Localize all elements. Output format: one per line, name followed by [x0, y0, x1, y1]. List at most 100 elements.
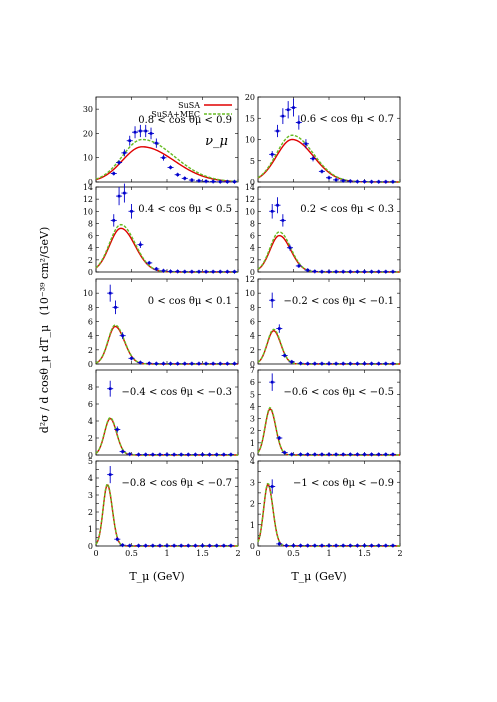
data-point: [158, 544, 162, 547]
y-tick-label: 1: [250, 521, 255, 530]
data-point: [183, 270, 187, 273]
data-point: [377, 180, 380, 184]
data-point: [370, 180, 373, 184]
data-point: [377, 270, 380, 273]
curve-susa-mec: [257, 482, 400, 547]
panel-r2c1: 0 2 4 6 8 10 12 −0.2 < cos θμ < −0.1: [245, 275, 401, 369]
data-point: [391, 453, 395, 456]
x-tick-label: 0.5: [287, 549, 300, 558]
panel-title: −1 < cos θμ < −0.9: [293, 478, 394, 489]
y-tick-label: 0: [250, 268, 255, 277]
data-point: [169, 362, 172, 365]
data-point: [297, 264, 301, 268]
data-point: [155, 267, 158, 271]
data-point: [162, 269, 165, 273]
data-point: [222, 544, 226, 547]
y-tick-label: 2: [250, 500, 255, 509]
data-point: [226, 270, 229, 273]
y-tick-label: 4: [88, 474, 93, 483]
y-tick-label: 2: [88, 256, 93, 265]
data-point: [116, 428, 119, 431]
y-tick-label: 10: [245, 289, 255, 298]
data-point: [162, 156, 165, 160]
data-point: [363, 180, 366, 183]
data-point: [283, 451, 286, 454]
y-axis-label-unit: (10⁻³⁹ cm²/GeV): [38, 227, 51, 316]
data-point: [233, 362, 236, 365]
data-point: [286, 108, 290, 112]
curve-susa: [257, 138, 400, 183]
data-point: [391, 270, 395, 273]
data-point: [155, 141, 158, 145]
data-point: [270, 298, 274, 302]
curve-susa-mec: [95, 324, 238, 365]
panel-frame: [257, 460, 401, 547]
y-tick-label: 4: [250, 457, 255, 466]
data-point: [218, 362, 222, 365]
data-point: [218, 270, 222, 273]
data-point: [201, 453, 204, 456]
data-point: [108, 473, 112, 476]
y-axis-label-main: d²σ / d cosθ_μ dT_μ: [38, 325, 51, 433]
data-point: [194, 544, 197, 547]
data-point: [327, 544, 331, 547]
data-point: [204, 270, 208, 273]
data-point: [311, 157, 315, 160]
y-tick-label: 8: [88, 383, 93, 392]
data-point: [356, 453, 359, 456]
y-tick-label: 4: [88, 417, 93, 426]
y-tick-label: 0: [250, 542, 255, 551]
y-tick-label: 0: [250, 360, 255, 369]
data-point: [169, 166, 172, 169]
y-tick-label: 8: [88, 219, 93, 228]
data-point: [121, 543, 124, 547]
data-point: [391, 180, 395, 184]
x-tick-label: 0: [93, 549, 98, 558]
data-point: [306, 453, 309, 456]
data-point: [211, 362, 215, 365]
y-tick-label: 10: [83, 289, 93, 298]
y-tick-label: 7: [250, 366, 255, 375]
data-point: [320, 170, 324, 173]
neutrino-label: ν_μ: [205, 134, 228, 149]
panel-frame: [95, 278, 239, 365]
data-point: [278, 327, 281, 330]
data-point: [151, 453, 155, 456]
data-point: [179, 453, 183, 456]
x-tick-label: 2: [235, 549, 240, 558]
data-point: [233, 180, 236, 184]
data-point: [278, 436, 281, 440]
panel-title: 0.8 < cos θμ < 0.9: [138, 115, 232, 126]
y-tick-label: 10: [83, 207, 93, 216]
panel-title: 0.6 < cos θμ < 0.7: [300, 114, 394, 125]
data-point: [384, 362, 388, 365]
y-tick-label: 4: [88, 244, 93, 253]
data-point: [183, 362, 187, 365]
data-point: [292, 544, 295, 547]
data-point: [114, 306, 117, 309]
y-tick-label: 3: [88, 491, 93, 500]
data-point: [123, 191, 126, 195]
data-point: [363, 270, 366, 273]
data-point: [306, 362, 309, 365]
panel-title: 0.4 < cos θμ < 0.5: [138, 204, 232, 215]
data-point: [391, 544, 395, 547]
curve-susa-mec: [257, 406, 400, 456]
data-point: [128, 139, 132, 143]
data-point: [281, 114, 285, 118]
data-point: [226, 362, 229, 365]
y-axis-label: d²σ / d cosθ_μ dT_μ (10⁻³⁹ cm²/GeV): [38, 227, 51, 434]
panel-r3c1: 0 1 2 3 4 5 6 7 −0.6 < cos θμ < −0.5: [250, 366, 401, 460]
y-tick-label: 10: [245, 207, 255, 216]
y-tick-label: 4: [250, 402, 255, 411]
x-axis-label-left: T_μ (GeV): [129, 570, 184, 583]
panel-r3c0: 0 2 4 6 8 −0.4 < cos θμ < −0.3: [88, 369, 239, 460]
data-point: [341, 362, 345, 365]
data-point: [133, 130, 137, 134]
data-point: [391, 362, 395, 365]
data-point: [179, 544, 183, 547]
data-point: [121, 450, 124, 453]
data-point: [130, 209, 133, 213]
data-point: [370, 453, 373, 456]
